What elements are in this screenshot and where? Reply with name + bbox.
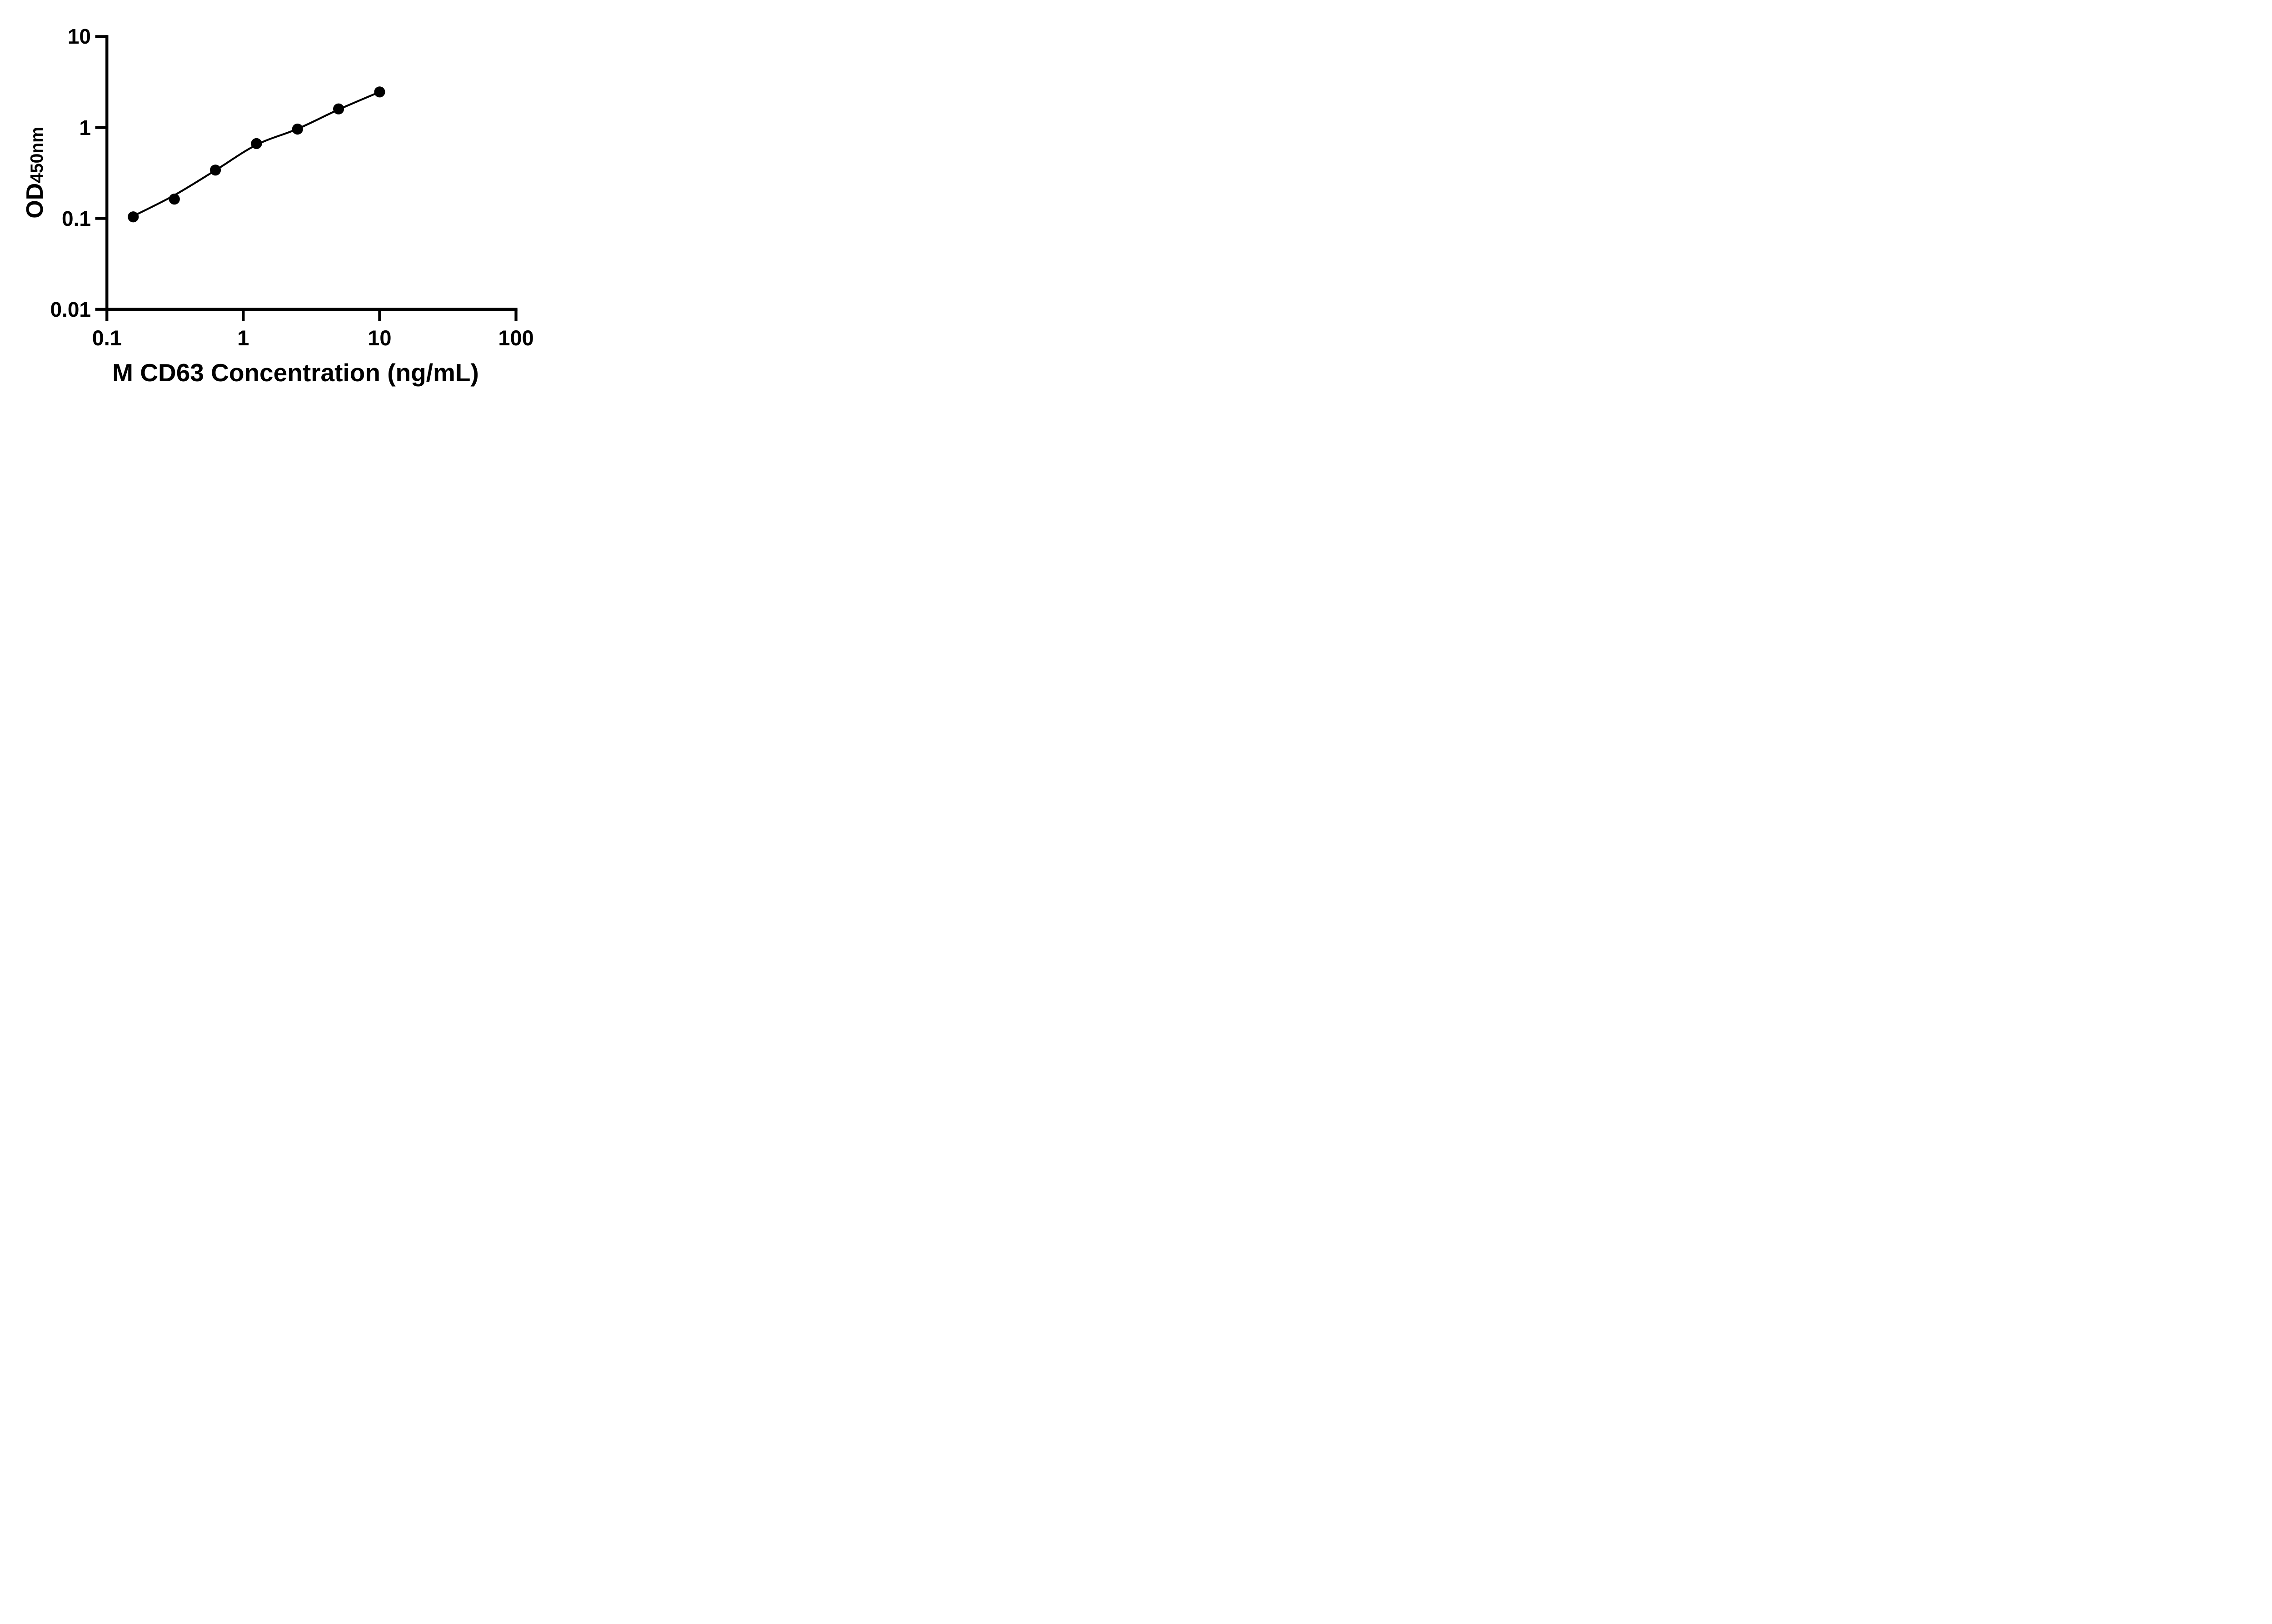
data-point-marker: [209, 164, 221, 176]
x-tick-label: 0.1: [92, 326, 122, 350]
data-point-marker: [374, 86, 385, 98]
standard-curve-plot: [95, 35, 518, 321]
y-tick-label: 0.01: [50, 297, 91, 321]
y-axis-title: OD450nm: [21, 127, 49, 219]
elisa-standard-curve-figure: OD450nm M CD63 Concentration (ng/mL) 0.0…: [0, 0, 579, 406]
y-tick-label: 0.1: [62, 206, 91, 230]
data-point-marker: [333, 103, 344, 115]
data-point-marker: [169, 194, 180, 205]
y-tick-label: 10: [67, 25, 91, 49]
data-point-marker: [251, 138, 262, 149]
data-point-marker: [292, 123, 303, 135]
x-tick-label: 10: [368, 326, 392, 350]
y-tick-label: 1: [79, 115, 91, 139]
x-tick-label: 100: [498, 326, 534, 350]
data-point-marker: [128, 211, 139, 223]
x-tick-label: 1: [237, 326, 249, 350]
x-axis-title: M CD63 Concentration (ng/mL): [112, 359, 479, 387]
